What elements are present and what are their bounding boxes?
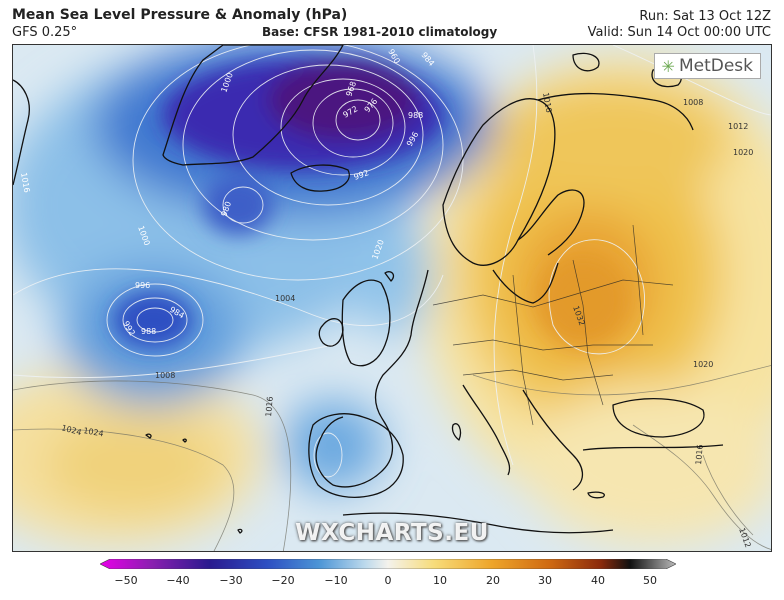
metdesk-logo-icon: ✳ <box>661 56 675 76</box>
colorbar <box>100 559 676 569</box>
isobar-label: 1012 <box>728 122 748 131</box>
pressure-anomaly-map[interactable]: 1000 960 984 1016 1008 1012 1016 1020 96… <box>12 44 772 552</box>
metdesk-logo: ✳ MetDesk <box>653 53 761 79</box>
isobar-label: 988 <box>141 327 156 336</box>
colorbar-tick: −40 <box>166 574 190 587</box>
colorbar-tick: 0 <box>384 574 392 587</box>
isobar-label: 1020 <box>733 148 753 157</box>
colorbar-tick: 20 <box>486 574 500 587</box>
run-time: Run: Sat 13 Oct 12Z <box>639 9 771 24</box>
isobar-lines <box>13 45 771 478</box>
isobar-label: 1024 <box>83 426 105 438</box>
colorbar-tick: −30 <box>219 574 243 587</box>
isobar-label: 1008 <box>155 371 175 380</box>
colorbar-tick: 10 <box>433 574 447 587</box>
valid-time: Valid: Sun 14 Oct 00:00 UTC <box>587 25 771 40</box>
colorbar-tick: 30 <box>538 574 552 587</box>
coastlines <box>13 45 724 534</box>
isobar-label: 1016 <box>264 396 275 417</box>
base-climatology-label: Base: CFSR 1981-2010 climatology <box>262 25 498 39</box>
colorbar-tick: 40 <box>591 574 605 587</box>
isobar-lines-dark <box>13 365 771 551</box>
isobar-label: 1004 <box>275 294 295 303</box>
anomaly-field <box>13 45 771 551</box>
colorbar-tick: −10 <box>324 574 348 587</box>
isobar-label: 988 <box>408 111 423 120</box>
chart-title: Mean Sea Level Pressure & Anomaly (hPa) <box>12 7 348 23</box>
isobar-label: 996 <box>135 281 150 290</box>
map-canvas: 1000 960 984 1016 1008 1012 1016 1020 96… <box>13 45 771 551</box>
country-borders <box>432 224 674 426</box>
colorbar-tick: 50 <box>643 574 657 587</box>
isobar-label: 1008 <box>683 98 703 107</box>
colorbar-tick-labels: −50 −40 −30 −20 −10 0 10 20 30 40 50 <box>0 574 784 590</box>
isobar-label: 1020 <box>693 360 713 369</box>
isobar-label: 1016 <box>19 172 31 194</box>
isobar-label: 1016 <box>694 444 705 465</box>
colorbar-tick: −20 <box>271 574 295 587</box>
colorbar-tick: −50 <box>114 574 138 587</box>
watermark: WXCHARTS.EU <box>295 520 489 546</box>
metdesk-logo-text: MetDesk <box>678 56 753 76</box>
model-label: GFS 0.25° <box>12 25 78 40</box>
